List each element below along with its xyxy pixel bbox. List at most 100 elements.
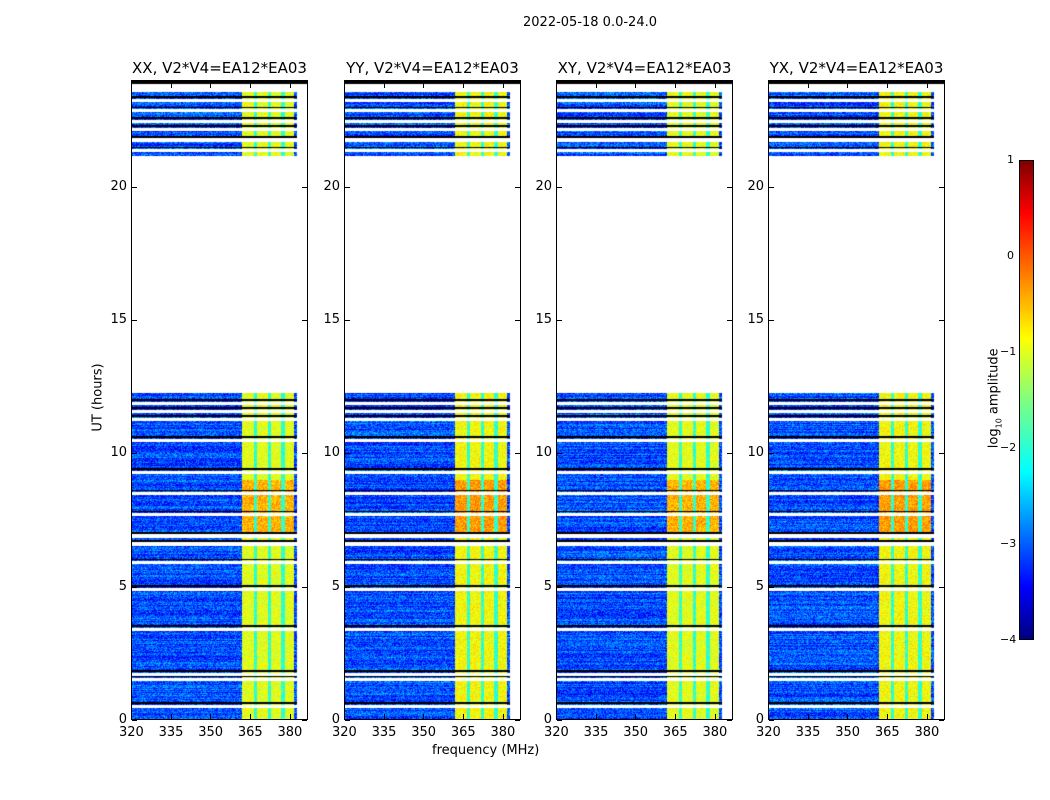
y-tick-label: 20 xyxy=(535,178,552,194)
x-tick-label: 320 xyxy=(756,725,781,740)
colorbar-tick-label: −3 xyxy=(1000,537,1017,550)
x-tick-label: 350 xyxy=(411,725,437,740)
y-tick-label: 20 xyxy=(747,178,764,194)
x-tick-mark xyxy=(344,714,345,719)
panel-title: YX, V2*V4=EA12*EA03 xyxy=(769,59,944,77)
x-tick-mark xyxy=(714,83,716,88)
x-tick-mark xyxy=(462,83,464,88)
y-tick-mark xyxy=(727,586,732,588)
x-tick-mark xyxy=(170,83,172,88)
waterfall-image xyxy=(345,81,520,719)
x-tick-mark xyxy=(383,714,385,719)
y-tick-label: 15 xyxy=(535,312,552,327)
y-tick-label: 20 xyxy=(323,178,340,194)
x-tick-mark xyxy=(344,83,345,88)
x-tick-mark xyxy=(383,83,385,88)
colorbar-tick-label: 1 xyxy=(1007,153,1014,166)
y-tick-mark xyxy=(939,320,944,321)
x-tick-label: 320 xyxy=(332,725,357,740)
y-tick-mark xyxy=(557,453,562,455)
y-tick-mark xyxy=(515,586,520,588)
y-tick-mark xyxy=(769,320,774,321)
y-tick-mark xyxy=(345,720,350,721)
waterfall-panel xyxy=(556,80,733,720)
y-tick-label: 0 xyxy=(118,712,127,727)
colorbar-tick-label: −4 xyxy=(1000,633,1017,646)
y-tick-label: 15 xyxy=(323,312,340,327)
y-tick-mark xyxy=(557,586,562,588)
x-tick-mark xyxy=(423,714,425,719)
x-tick-label: 380 xyxy=(277,725,303,740)
y-tick-mark xyxy=(769,586,774,588)
x-tick-mark xyxy=(249,714,251,719)
x-tick-mark xyxy=(170,714,172,719)
y-tick-mark xyxy=(302,586,307,588)
y-tick-mark xyxy=(132,586,137,588)
y-tick-label: 10 xyxy=(747,445,764,461)
y-axis-label: UT (hours) xyxy=(90,363,106,432)
x-tick-label: 350 xyxy=(835,725,861,740)
y-tick-mark xyxy=(769,186,774,188)
y-tick-mark xyxy=(515,720,520,721)
y-tick-mark xyxy=(727,320,732,321)
x-tick-label: 320 xyxy=(119,725,144,740)
y-tick-mark xyxy=(345,586,350,588)
x-tick-mark xyxy=(847,83,849,88)
y-tick-mark xyxy=(939,586,944,588)
waterfall-panel xyxy=(768,80,945,720)
x-tick-label: 380 xyxy=(914,725,940,740)
y-tick-label: 15 xyxy=(110,312,127,327)
x-tick-mark xyxy=(847,714,849,719)
y-tick-mark xyxy=(769,720,774,721)
x-tick-mark xyxy=(635,83,637,88)
y-tick-mark xyxy=(727,186,732,188)
colorbar-tick-label: −1 xyxy=(1000,345,1017,358)
y-tick-mark xyxy=(132,320,137,321)
y-tick-mark xyxy=(345,320,350,321)
x-tick-label: 365 xyxy=(237,725,263,740)
x-tick-label: 365 xyxy=(874,725,900,740)
x-tick-label: 350 xyxy=(623,725,649,740)
y-tick-mark xyxy=(132,186,137,188)
x-tick-mark xyxy=(131,714,132,719)
y-tick-label: 10 xyxy=(535,445,552,461)
x-tick-mark xyxy=(674,83,676,88)
y-tick-label: 5 xyxy=(543,578,552,594)
y-tick-mark xyxy=(345,186,350,188)
x-tick-mark xyxy=(249,83,251,88)
y-tick-mark xyxy=(557,720,562,721)
panel-title: XY, V2*V4=EA12*EA03 xyxy=(557,59,732,77)
x-tick-mark xyxy=(595,714,597,719)
x-tick-mark xyxy=(131,83,132,88)
y-tick-label: 20 xyxy=(110,178,127,194)
x-tick-mark xyxy=(635,714,637,719)
y-tick-mark xyxy=(557,186,562,188)
waterfall-image xyxy=(132,81,307,719)
panel-title: XX, V2*V4=EA12*EA03 xyxy=(132,59,307,77)
y-tick-mark xyxy=(302,320,307,321)
y-tick-label: 0 xyxy=(543,712,552,727)
y-tick-label: 15 xyxy=(747,312,764,327)
waterfall-image xyxy=(557,81,732,719)
x-tick-mark xyxy=(674,714,676,719)
y-tick-mark xyxy=(769,453,774,455)
x-tick-label: 365 xyxy=(662,725,688,740)
x-tick-label: 320 xyxy=(544,725,569,740)
colorbar-tick-label: 0 xyxy=(1007,249,1014,262)
x-tick-label: 335 xyxy=(583,725,609,740)
y-tick-label: 5 xyxy=(118,578,127,594)
x-tick-mark xyxy=(714,714,716,719)
x-tick-mark xyxy=(289,714,291,719)
x-tick-mark xyxy=(886,83,888,88)
y-tick-mark xyxy=(302,720,307,721)
y-tick-label: 10 xyxy=(110,445,127,461)
x-tick-mark xyxy=(502,714,504,719)
x-tick-label: 335 xyxy=(795,725,821,740)
y-tick-mark xyxy=(939,720,944,721)
colorbar-label: log10 amplitude xyxy=(986,348,1004,449)
y-tick-mark xyxy=(515,186,520,188)
x-tick-mark xyxy=(595,83,597,88)
x-tick-label: 380 xyxy=(490,725,516,740)
x-tick-mark xyxy=(926,714,928,719)
